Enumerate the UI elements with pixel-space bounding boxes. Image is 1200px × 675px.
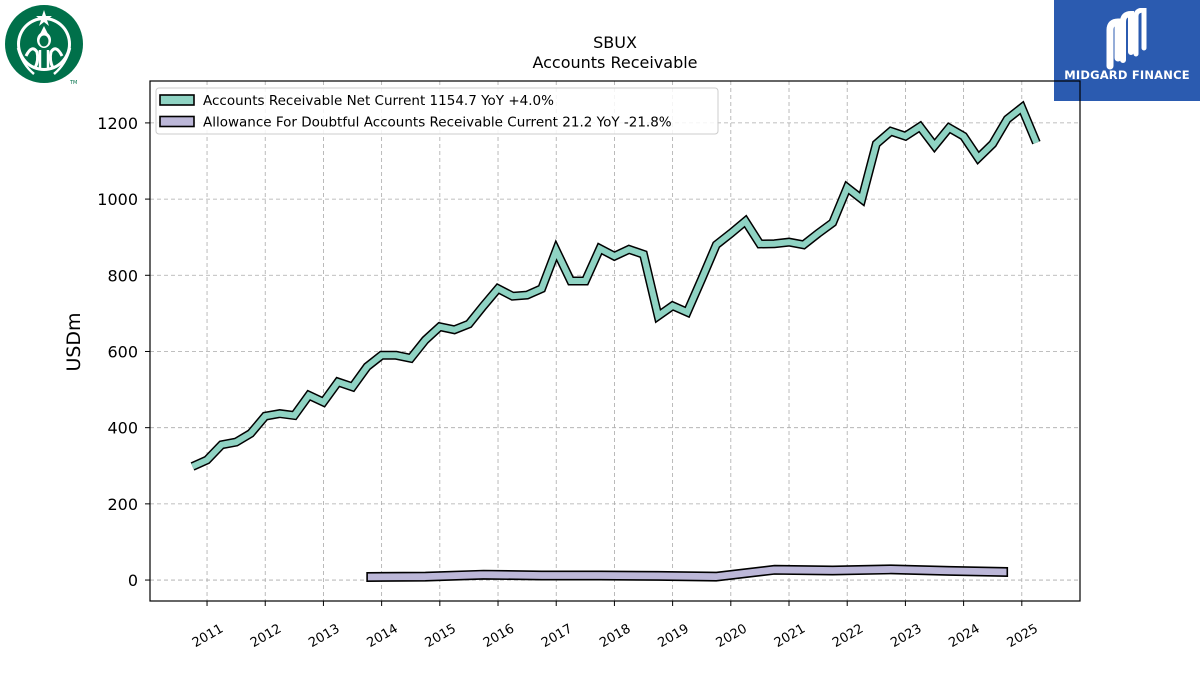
y-tick-label: 1200 (97, 114, 138, 133)
series-line (191, 102, 1040, 470)
plot-area-frame (149, 80, 1081, 602)
svg-text:TM: TM (69, 80, 77, 86)
series-allowance-doubtful (366, 564, 1009, 583)
x-tick-label: 2014 (364, 621, 400, 651)
y-axis-label: USDm (63, 312, 85, 371)
y-tick-label: 600 (107, 342, 138, 361)
x-tick-label: 2024 (946, 621, 982, 651)
starbucks-logo: TM (4, 4, 86, 86)
legend-box (155, 87, 719, 135)
grid (150, 81, 1080, 601)
y-tick-label: 1000 (97, 190, 138, 209)
legend-swatch (159, 115, 195, 128)
legend: Accounts Receivable Net Current 1154.7 Y… (155, 87, 719, 135)
midgard-finance-logo: MIDGARD FINANCE (1054, 0, 1200, 101)
midgard-m-icon (1106, 8, 1147, 70)
x-tick-label: 2023 (888, 621, 924, 651)
x-tick-label: 2012 (248, 621, 284, 651)
y-tick-label: 800 (107, 266, 138, 285)
x-tick-label: 2015 (423, 621, 459, 651)
x-tick-label: 2018 (597, 621, 633, 651)
midgard-finance-brand-text: MIDGARD FINANCE (1064, 68, 1190, 82)
y-tick-label: 200 (107, 495, 138, 514)
legend-entry-label: Allowance For Doubtful Accounts Receivab… (203, 115, 672, 131)
series-accounts-receivable (190, 100, 1041, 471)
x-tick-label: 2013 (306, 621, 342, 651)
x-tick-label: 2020 (714, 621, 750, 651)
legend-entry-label: Accounts Receivable Net Current 1154.7 Y… (203, 93, 554, 109)
x-tick-label: 2022 (830, 621, 866, 651)
series-band (366, 564, 1009, 583)
series-lines (190, 100, 1041, 583)
x-tick-label: 2019 (655, 621, 691, 651)
x-tick-label: 2011 (190, 621, 226, 651)
chart-subtitle: Accounts Receivable (532, 53, 697, 72)
chart-title: SBUX (593, 33, 637, 52)
y-tick-label: 0 (128, 571, 138, 590)
x-tick-label: 2025 (1005, 621, 1041, 651)
x-tick-label: 2021 (772, 621, 808, 651)
x-tick-label: 2017 (539, 621, 575, 651)
x-tick-label: 2016 (481, 621, 517, 651)
y-tick-label: 400 (107, 419, 138, 438)
legend-swatch (159, 94, 195, 106)
